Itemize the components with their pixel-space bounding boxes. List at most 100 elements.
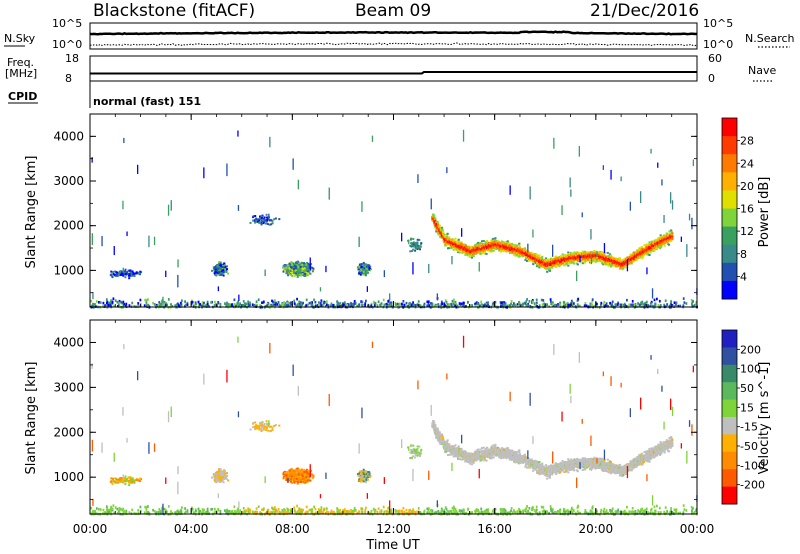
scatter-point	[664, 299, 667, 302]
scatter-point	[474, 302, 476, 306]
scatter-point	[487, 301, 490, 304]
scatter-point	[566, 254, 569, 257]
scatter-point	[660, 245, 663, 248]
scatter-point	[254, 303, 257, 307]
scatter-point	[284, 302, 286, 305]
scatter-point	[483, 252, 486, 255]
scatter-point	[231, 303, 233, 306]
scatter-point	[545, 303, 548, 306]
scatter-point	[396, 302, 399, 306]
cpid-text: normal (fast) 151	[93, 95, 201, 108]
scatter-point	[511, 304, 514, 307]
scatter-point	[585, 304, 588, 307]
scatter-point	[555, 265, 558, 267]
scatter-point	[483, 304, 485, 308]
scatter-point	[119, 270, 122, 273]
scatter-point	[629, 262, 632, 265]
scatter-point	[302, 268, 305, 271]
scatter-point	[219, 261, 222, 264]
scatter-point	[211, 269, 213, 272]
scatter-point	[576, 299, 579, 302]
scatter-point	[299, 303, 302, 306]
scatter-point	[279, 304, 282, 308]
scatter-point	[402, 300, 405, 303]
scatter-point	[570, 189, 572, 197]
scatter-point	[570, 302, 573, 305]
scatter-point	[287, 301, 289, 305]
scatter-point	[648, 254, 651, 256]
scatter-point	[575, 262, 578, 265]
scatter-point	[434, 218, 437, 221]
scatter-point	[577, 297, 580, 301]
scatter-point	[362, 261, 365, 264]
scatter-point	[418, 238, 421, 241]
scatter-point	[525, 304, 528, 308]
scatter-point	[278, 218, 281, 221]
scatter-point	[336, 303, 339, 306]
scatter-point	[369, 269, 371, 272]
scatter-point	[293, 299, 296, 303]
scatter-point	[306, 270, 309, 272]
scatter-point	[412, 304, 415, 308]
scatter-point	[458, 241, 461, 244]
scatter-point	[601, 251, 604, 254]
freq-label-line2: [MHz]	[5, 67, 37, 80]
scatter-point	[653, 247, 656, 250]
scatter-point	[654, 239, 657, 241]
scatter-point	[552, 304, 555, 308]
scatter-point	[319, 287, 322, 292]
scatter-point	[114, 299, 117, 302]
scatter-point	[525, 300, 528, 303]
scatter-point	[555, 266, 558, 269]
scatter-point	[255, 300, 258, 303]
scatter-point	[541, 303, 544, 306]
scatter-point	[478, 245, 481, 248]
scatter-point	[666, 303, 668, 306]
scatter-point	[503, 301, 506, 304]
scatter-point	[492, 237, 495, 240]
scatter-point	[454, 300, 457, 304]
scatter-point	[432, 213, 435, 216]
scatter-point	[484, 303, 487, 307]
scatter-point	[297, 179, 299, 190]
scatter-point	[454, 304, 457, 308]
scatter-point	[516, 244, 519, 247]
scatter-point	[670, 192, 672, 204]
scatter-point	[336, 300, 338, 303]
scatter-point	[635, 255, 638, 258]
scatter-point	[304, 271, 307, 274]
scatter-point	[565, 263, 568, 265]
scatter-point	[117, 274, 120, 277]
scatter-point	[493, 239, 496, 241]
scatter-point	[514, 251, 517, 254]
scatter-point	[437, 303, 440, 306]
scatter-point	[119, 274, 122, 276]
scatter-point	[543, 261, 546, 263]
scatter-point	[416, 243, 419, 246]
scatter-point	[253, 305, 255, 308]
scatter-point	[301, 303, 304, 307]
scatter-point	[218, 261, 221, 264]
scatter-point	[547, 267, 550, 269]
scatter-point	[448, 304, 450, 308]
scatter-point	[130, 271, 133, 274]
scatter-point	[304, 273, 307, 275]
scatter-point	[504, 241, 508, 243]
scatter-point	[293, 267, 295, 270]
scatter-point	[475, 301, 478, 305]
scatter-point	[501, 247, 504, 250]
scatter-point	[433, 304, 436, 308]
scatter-point	[590, 229, 592, 240]
scatter-point	[548, 260, 551, 263]
scatter-point	[443, 241, 446, 244]
scatter-point	[444, 299, 447, 302]
scatter-point	[516, 303, 519, 306]
scatter-point	[311, 266, 314, 269]
scatter-point	[255, 219, 258, 221]
scatter-point	[306, 267, 309, 270]
scatter-point	[450, 247, 453, 249]
scatter-point	[572, 262, 575, 265]
scatter-point	[318, 301, 320, 304]
scatter-point	[550, 302, 553, 305]
scatter-point	[653, 239, 656, 242]
